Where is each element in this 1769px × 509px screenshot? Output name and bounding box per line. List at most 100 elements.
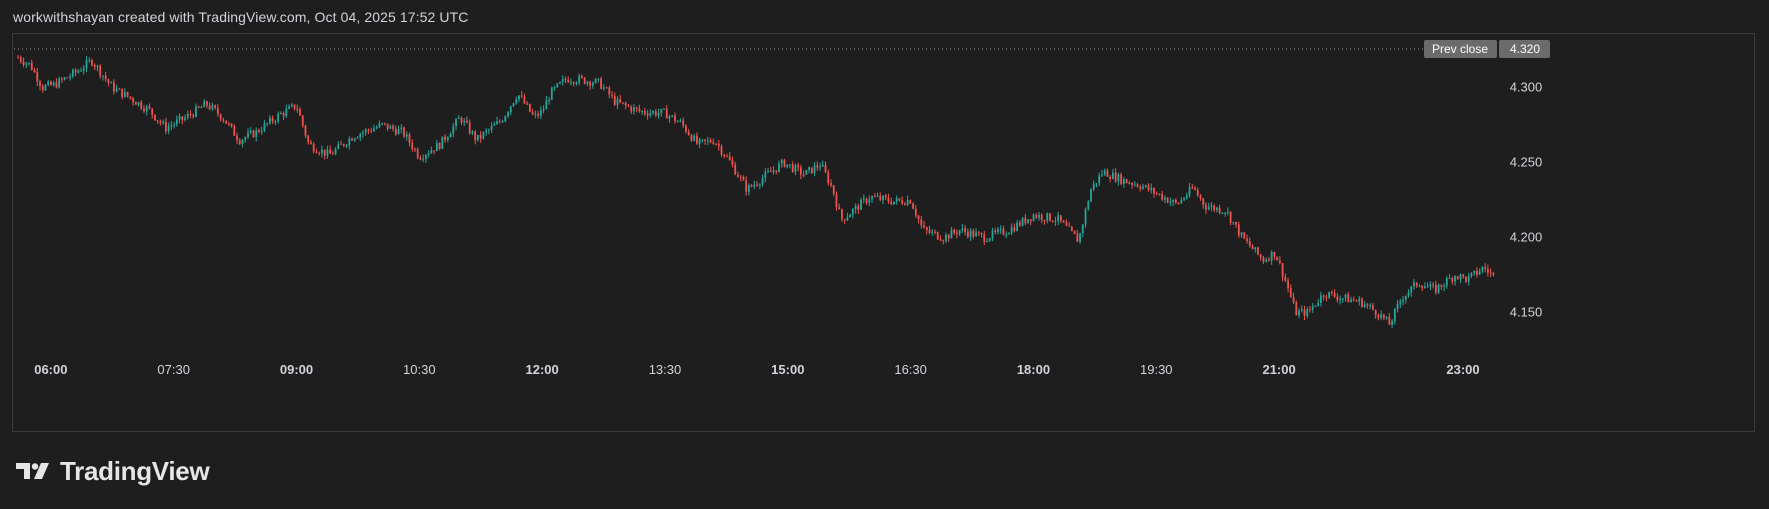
candle-body xyxy=(145,106,148,112)
candle-body xyxy=(1084,209,1087,225)
candle-body xyxy=(602,87,605,89)
candle-body xyxy=(512,103,515,107)
candle-body xyxy=(173,124,176,126)
candle-body xyxy=(1043,220,1046,222)
candle-body xyxy=(244,137,247,140)
candle-body xyxy=(581,76,583,78)
candle-body xyxy=(534,113,537,115)
candle-body xyxy=(63,77,66,80)
candle-body xyxy=(1254,247,1257,250)
candle-body xyxy=(148,106,151,109)
candle-body xyxy=(1478,271,1481,275)
candle-body xyxy=(1314,305,1317,307)
candle-body xyxy=(282,113,285,116)
candle-body xyxy=(1470,272,1473,276)
candle-body xyxy=(1454,276,1456,282)
candle-body xyxy=(1300,309,1303,311)
candle-body xyxy=(643,111,646,114)
candle-body xyxy=(430,150,433,154)
candle-body xyxy=(50,81,52,86)
candle-body xyxy=(1424,286,1426,289)
candle-body xyxy=(709,140,712,143)
candle-body xyxy=(446,137,449,140)
candle-body xyxy=(805,169,808,175)
candle-body xyxy=(846,217,849,221)
candle-body xyxy=(206,101,208,106)
tradingview-logo[interactable]: TradingView xyxy=(14,456,210,486)
candle-body xyxy=(408,134,411,143)
candle-body xyxy=(1136,184,1139,187)
candle-body xyxy=(1117,174,1120,182)
candle-body xyxy=(17,57,19,59)
time-axis[interactable]: 06:00 07:30 09:00 10:30 12:00 13:30 15:00 16:30… xyxy=(34,362,1479,377)
chart-frame[interactable] xyxy=(12,33,1755,432)
candle-body xyxy=(1341,298,1344,300)
candle-body xyxy=(1262,257,1265,262)
candle-body xyxy=(44,85,47,91)
price-axis[interactable]: 4.300 4.250 4.200 4.150 xyxy=(1510,80,1543,320)
candle-body xyxy=(1295,302,1298,316)
candle-body xyxy=(906,200,909,205)
candle-body xyxy=(1415,282,1418,287)
candle-body xyxy=(1070,226,1073,231)
candle-body xyxy=(1087,201,1090,210)
time-tick-label: 18:00 xyxy=(1017,362,1050,377)
candle-body xyxy=(455,119,457,127)
candle-body xyxy=(830,183,832,186)
candle-body xyxy=(474,131,477,141)
candle-body xyxy=(490,125,493,130)
candle-body xyxy=(961,228,964,231)
candle-body xyxy=(753,184,756,187)
time-tick-label: 21:00 xyxy=(1262,362,1295,377)
candle-body xyxy=(572,82,575,84)
candle-body xyxy=(1002,228,1005,235)
candle-body xyxy=(925,227,928,231)
candle-body xyxy=(1385,317,1388,319)
candle-body xyxy=(1027,219,1029,224)
candle-body xyxy=(772,170,775,172)
candle-body xyxy=(704,139,706,141)
candle-body xyxy=(403,127,405,137)
candle-body xyxy=(821,164,824,167)
candle-body xyxy=(1462,274,1465,277)
candle-body xyxy=(611,94,613,96)
candle-body xyxy=(353,138,356,141)
price-tick-label: 4.200 xyxy=(1510,230,1543,245)
candle-body xyxy=(236,135,238,141)
candle-body xyxy=(143,108,145,112)
candle-body xyxy=(520,95,523,97)
time-tick-label: 09:00 xyxy=(280,362,313,377)
candle-body xyxy=(657,112,660,116)
candle-body xyxy=(654,111,657,116)
candle-body xyxy=(441,136,444,149)
candle-body xyxy=(1298,310,1300,316)
candle-body xyxy=(227,123,230,125)
candle-body xyxy=(849,214,852,218)
candle-body xyxy=(988,238,991,241)
candle-body xyxy=(518,95,520,100)
candle-body xyxy=(107,79,110,83)
candle-body xyxy=(706,140,709,142)
candle-body xyxy=(162,121,165,123)
candle-body xyxy=(422,158,425,160)
candle-body xyxy=(482,132,485,139)
candle-body xyxy=(958,230,961,235)
candle-body xyxy=(186,114,189,118)
candle-body xyxy=(635,107,638,109)
candle-body xyxy=(1062,220,1065,223)
candle-body xyxy=(1172,199,1175,202)
candle-body xyxy=(1391,321,1393,325)
candle-body xyxy=(1421,286,1424,289)
candle-body xyxy=(876,195,879,197)
candle-body xyxy=(1103,170,1106,175)
candle-body xyxy=(1235,222,1237,225)
time-tick-label: 23:00 xyxy=(1446,362,1479,377)
candle-body xyxy=(1399,301,1402,304)
candle-body xyxy=(671,115,674,117)
candle-body xyxy=(799,167,802,175)
candle-body xyxy=(1153,187,1155,194)
candle-body xyxy=(1369,305,1372,307)
candle-body xyxy=(1309,309,1311,311)
candle-body xyxy=(39,81,41,87)
